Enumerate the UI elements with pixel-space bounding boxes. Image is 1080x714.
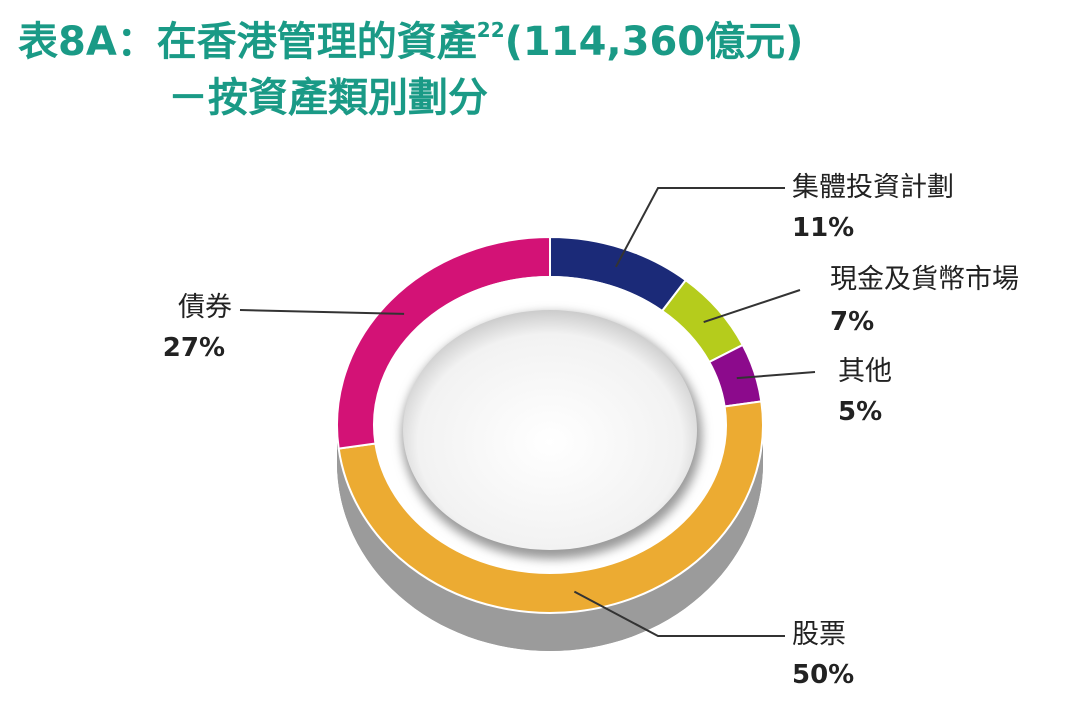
slice-value-5: 27% bbox=[163, 333, 225, 363]
leader-line-3 bbox=[736, 371, 816, 380]
chart-title: 表8A：在香港管理的資產22(114,360億元) －按資產類別劃分 bbox=[18, 14, 803, 126]
slice-4 bbox=[337, 400, 764, 614]
title-subtitle: －按資產類別劃分 bbox=[168, 75, 488, 121]
leader-line-4 bbox=[573, 590, 785, 637]
slice-label-5: 債券 bbox=[178, 292, 232, 323]
leader-line-5 bbox=[239, 309, 405, 315]
title-suffix: (114,360億元) bbox=[504, 19, 804, 65]
slice-label-2: 現金及貨幣市場 bbox=[830, 264, 1019, 295]
title-prefix: 表8A：在香港管理的資產 bbox=[18, 19, 477, 65]
title-footnote: 22 bbox=[476, 18, 505, 42]
slice-value-2: 7% bbox=[830, 307, 874, 337]
slice-value-4: 50% bbox=[792, 660, 854, 690]
leader-line-2 bbox=[703, 289, 801, 323]
slice-label-4: 股票 bbox=[792, 619, 846, 650]
slice-value-3: 5% bbox=[838, 397, 882, 427]
leader-line-1 bbox=[615, 187, 785, 268]
slice-label-1: 集體投資計劃 bbox=[792, 172, 954, 203]
slice-value-1: 11% bbox=[792, 213, 854, 243]
slice-label-3: 其他 bbox=[838, 356, 892, 387]
donut-hole bbox=[403, 310, 697, 550]
